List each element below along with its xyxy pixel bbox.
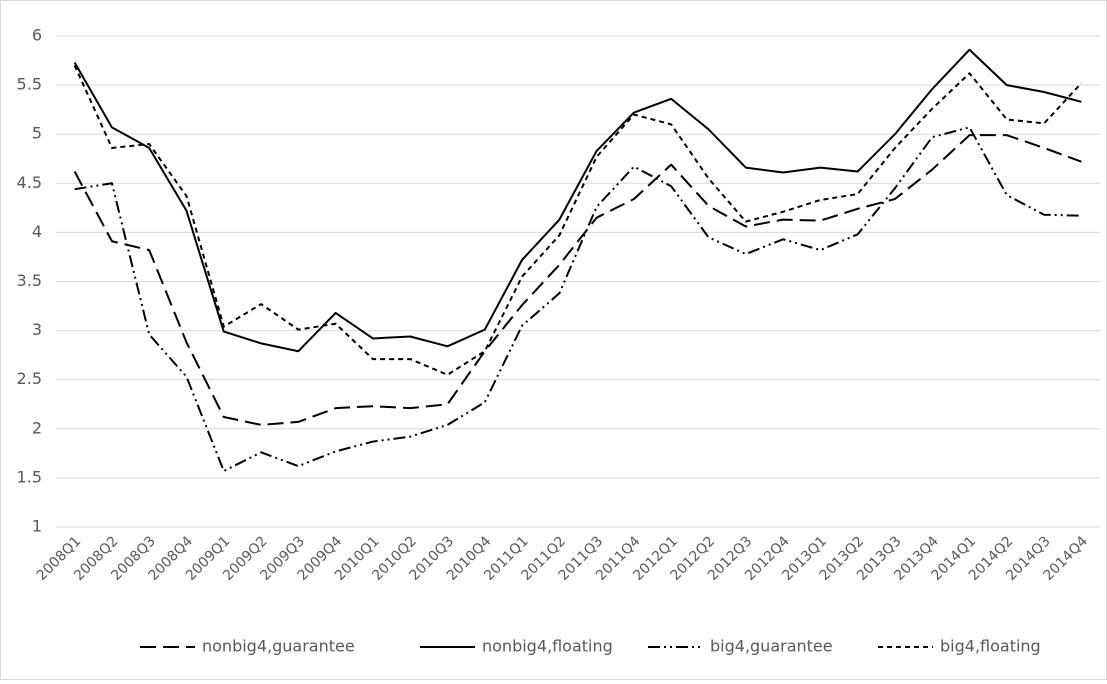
y-tick-label: 2.5 [17, 369, 42, 388]
legend-label: big4,floating [940, 637, 1041, 656]
legend-label: nonbig4,guarantee [202, 637, 355, 656]
series-line [74, 126, 1082, 473]
y-tick-label: 3.5 [17, 271, 42, 290]
legend-label: nonbig4,floating [482, 637, 613, 656]
y-tick-label: 5.5 [17, 75, 42, 94]
y-tick-label: 4 [32, 222, 42, 241]
y-tick-label: 1.5 [17, 467, 42, 486]
series-line [73, 48, 1082, 353]
y-tick-label: 5 [32, 124, 42, 143]
y-tick-label: 6 [32, 26, 42, 45]
legend-label: big4,guarantee [710, 637, 833, 656]
series-line [73, 65, 1083, 376]
y-tick-label: 1 [32, 517, 42, 536]
series-line [73, 134, 1082, 426]
y-tick-label: 2 [32, 418, 42, 437]
y-tick-label: 4.5 [17, 173, 42, 192]
y-tick-label: 3 [32, 320, 42, 339]
